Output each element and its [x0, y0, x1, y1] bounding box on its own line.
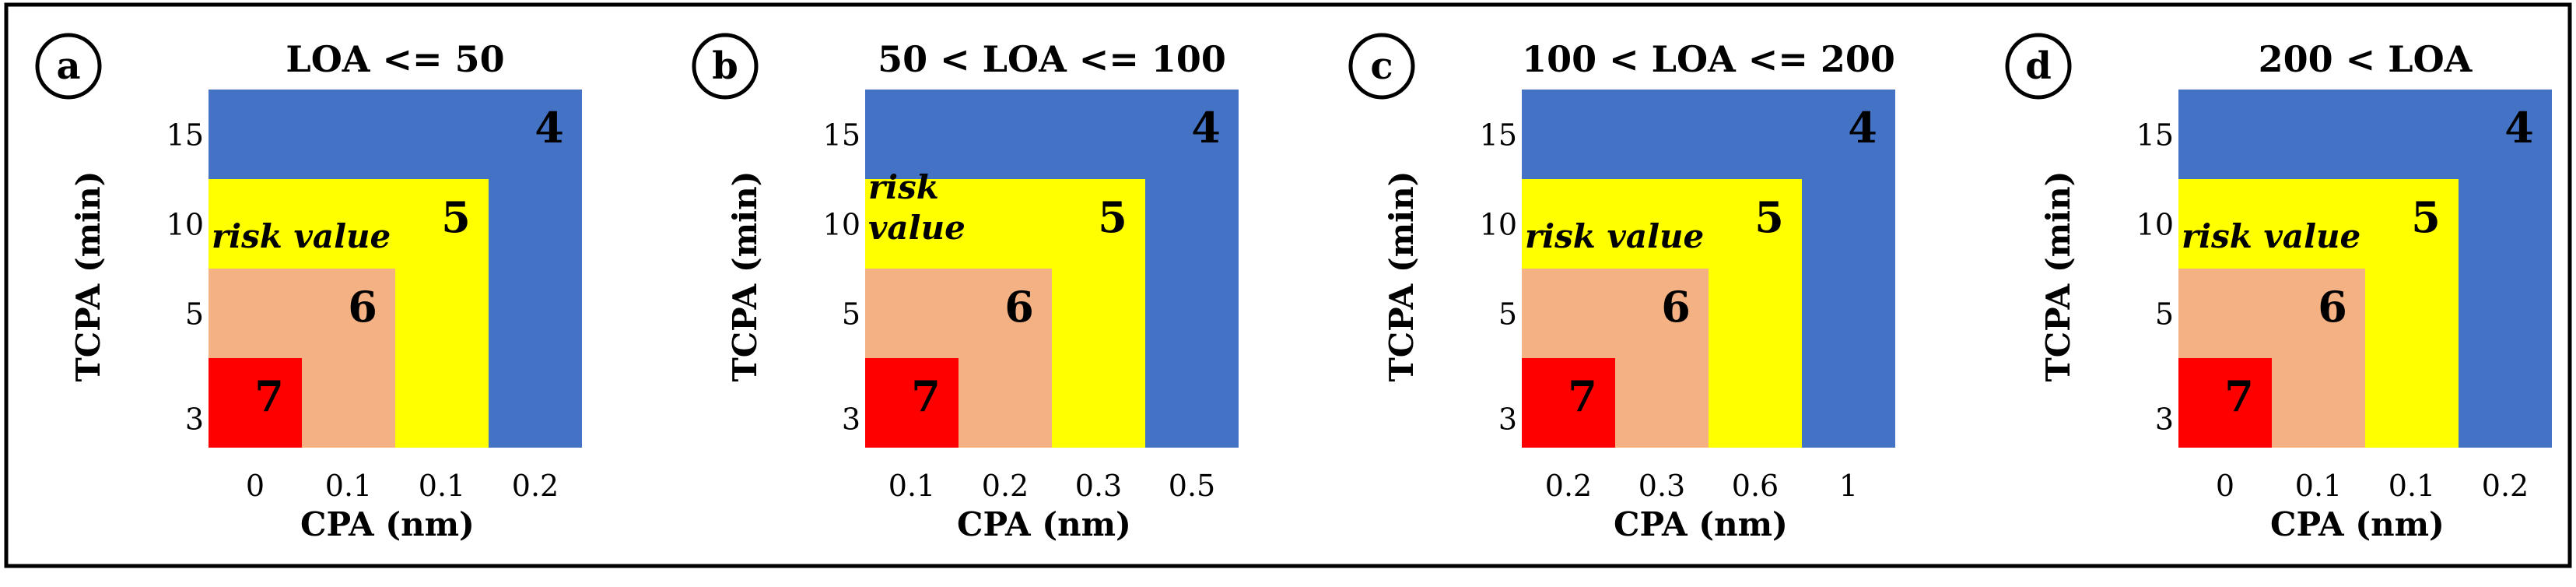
y-tick-label: 3 — [842, 402, 860, 437]
x-tick-label: 0.1 — [419, 469, 465, 503]
y-axis-label: TCPA (min) — [69, 170, 107, 381]
panel-title: 100 < LOA <= 200 — [1522, 38, 1895, 80]
risk-matrix-figure: a LOA <= 504567risk value1510530 0.1 0.1 0.2… — [0, 0, 2576, 587]
x-tick-label: 0.2 — [1545, 469, 1592, 503]
risk-value-label: 5 — [441, 192, 471, 242]
risk-value-label: 7 — [1568, 371, 1597, 421]
panel-label: a — [56, 44, 80, 88]
x-tick-label: 0.2 — [982, 469, 1029, 503]
risk-value-label: 4 — [2504, 103, 2534, 153]
risk-value-label: 6 — [348, 282, 377, 332]
x-axis-label: CPA (nm) — [1614, 505, 1788, 543]
y-tick-label: 5 — [1498, 297, 1517, 332]
risk-value-annotation: value — [868, 209, 966, 247]
y-axis-label: TCPA (min) — [2039, 170, 2077, 381]
x-tick-label: 0 — [246, 469, 265, 503]
y-tick-label: 15 — [166, 118, 204, 153]
y-tick-label: 5 — [2155, 297, 2174, 332]
x-tick-label: 0.1 — [2295, 469, 2342, 503]
x-tick-label: 0.1 — [888, 469, 935, 503]
y-axis-label: TCPA (min) — [1383, 170, 1421, 381]
x-tick-label: 0.5 — [1169, 469, 1215, 503]
y-tick-label: 10 — [823, 208, 860, 242]
x-tick-label: 1 — [1839, 469, 1858, 503]
risk-value-label: 4 — [534, 103, 564, 153]
risk-value-label: 5 — [1098, 192, 1127, 242]
y-tick-label: 3 — [185, 402, 204, 437]
y-tick-label: 3 — [1498, 402, 1517, 437]
risk-value-annotation: risk value — [2182, 217, 2360, 255]
risk-value-label: 7 — [2224, 371, 2254, 421]
x-axis-label: CPA (nm) — [2270, 505, 2445, 543]
x-tick-label: 0.2 — [2482, 469, 2529, 503]
risk-value-label: 6 — [2318, 282, 2347, 332]
panel-title: 200 < LOA — [2259, 38, 2473, 80]
risk-value-label: 7 — [254, 371, 284, 421]
risk-value-label: 4 — [1191, 103, 1221, 153]
x-tick-label: 0.3 — [1638, 469, 1685, 503]
risk-value-label: 7 — [911, 371, 941, 421]
y-tick-label: 10 — [166, 208, 204, 242]
panel-title: LOA <= 50 — [286, 38, 504, 80]
x-tick-label: 0 — [2216, 469, 2234, 503]
y-tick-label: 10 — [2136, 208, 2174, 242]
risk-value-label: 5 — [1754, 192, 1784, 242]
y-tick-label: 15 — [823, 118, 860, 153]
risk-value-label: 4 — [1848, 103, 1877, 153]
y-tick-label: 15 — [2136, 118, 2174, 153]
panel-label: c — [1370, 44, 1393, 88]
panel-label: d — [2025, 44, 2052, 88]
y-axis-label: TCPA (min) — [726, 170, 764, 381]
y-tick-label: 5 — [185, 297, 204, 332]
risk-value-annotation: risk value — [1525, 217, 1704, 255]
x-tick-label: 0.1 — [2388, 469, 2435, 503]
x-tick-label: 0.6 — [1732, 469, 1779, 503]
risk-value-label: 5 — [2411, 192, 2441, 242]
risk-value-annotation: risk — [868, 168, 939, 206]
risk-value-annotation: risk value — [212, 217, 391, 255]
y-tick-label: 3 — [2155, 402, 2174, 437]
risk-value-label: 6 — [1004, 282, 1034, 332]
x-tick-label: 0.3 — [1075, 469, 1122, 503]
x-tick-label: 0.1 — [325, 469, 372, 503]
y-tick-label: 5 — [842, 297, 860, 332]
panel-label: b — [712, 44, 738, 88]
panel-title: 50 < LOA <= 100 — [878, 38, 1226, 80]
x-tick-label: 0.2 — [512, 469, 559, 503]
y-tick-label: 10 — [1480, 208, 1517, 242]
risk-value-label: 6 — [1661, 282, 1691, 332]
x-axis-label: CPA (nm) — [957, 505, 1131, 543]
y-tick-label: 15 — [1480, 118, 1517, 153]
x-axis-label: CPA (nm) — [300, 505, 475, 543]
